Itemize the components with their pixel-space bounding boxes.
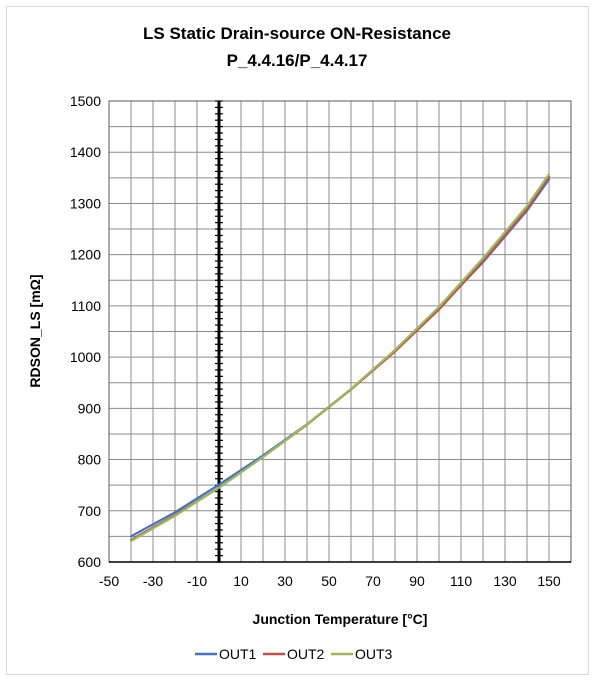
x-tick-label: 30 [277, 573, 293, 589]
x-tick-label: -50 [99, 573, 119, 589]
y-tick-label: 900 [78, 400, 102, 416]
legend-label-out2: OUT2 [287, 646, 325, 662]
x-tick-label: 110 [450, 573, 473, 589]
y-tick-label: 1500 [70, 93, 101, 109]
x-tick-label: 50 [321, 573, 337, 589]
series-line-out1 [129, 178, 551, 538]
legend-label-out3: OUT3 [355, 646, 393, 662]
x-tick-label: 10 [233, 573, 249, 589]
x-tick-label: 90 [409, 573, 425, 589]
chart-subtitle: P_4.4.16/P_4.4.17 [227, 51, 368, 70]
x-axis-title: Junction Temperature [°C] [253, 611, 428, 627]
y-tick-label: 1100 [71, 298, 101, 314]
y-tick-label: 1300 [70, 195, 101, 211]
tick-labels: -50 -30 -10 10 30 50 70 90 110 130 150 600 700 800 900… [70, 93, 561, 589]
x-tick-label: -10 [187, 573, 207, 589]
x-tick-label: 150 [537, 573, 561, 589]
y-tick-label: 600 [78, 554, 102, 570]
series-line-out3 [129, 173, 551, 543]
chart-frame: LS Static Drain-source ON-Resistance P_4… [6, 6, 589, 675]
x-tick-label: 70 [365, 573, 381, 589]
x-tick-label: 130 [493, 573, 517, 589]
series-lines [129, 173, 551, 543]
y-tick-label: 800 [78, 452, 102, 468]
legend-label-out1: OUT1 [219, 646, 257, 662]
line-chart: LS Static Drain-source ON-Resistance P_4… [27, 24, 572, 662]
chart-title: LS Static Drain-source ON-Resistance [143, 24, 451, 43]
y-tick-label: 700 [78, 503, 102, 519]
legend: OUT1 OUT2 OUT3 [195, 646, 393, 662]
y-axis-title: RDSON_LS [mΩ] [27, 274, 43, 387]
y-tick-label: 1000 [70, 349, 101, 365]
x-tick-label: -30 [143, 573, 163, 589]
y-tick-label: 1400 [70, 144, 101, 160]
grid [108, 100, 572, 563]
y-tick-label: 1200 [70, 247, 101, 263]
